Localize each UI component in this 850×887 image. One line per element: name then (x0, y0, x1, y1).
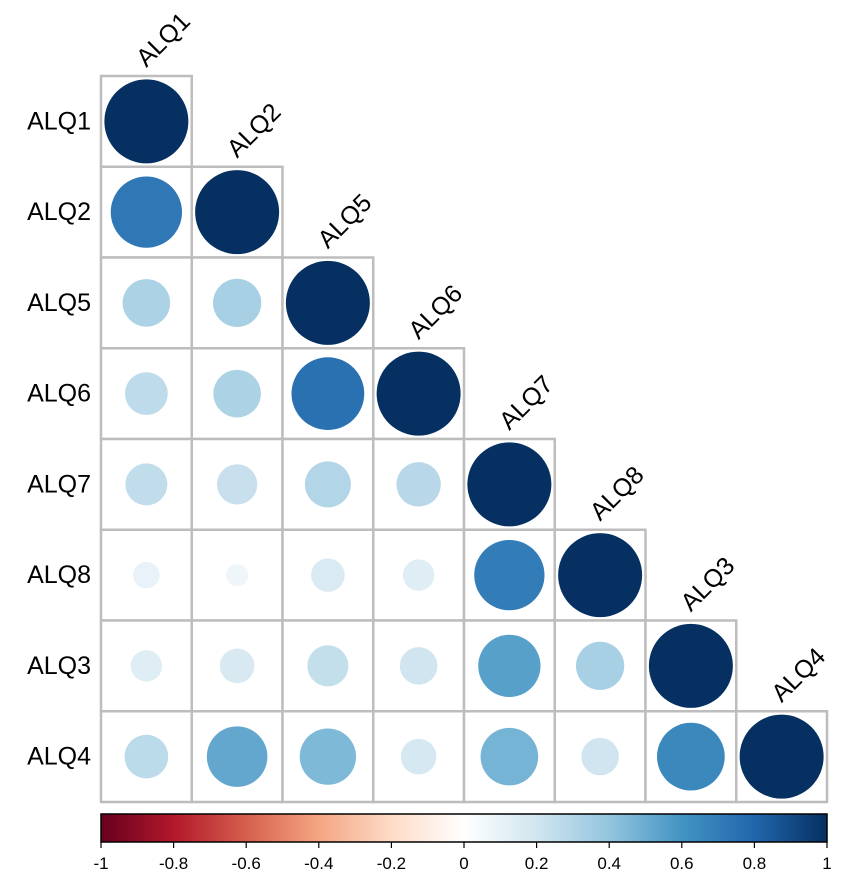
corr-circle-ALQ7-ALQ2 (216, 464, 258, 505)
corr-circle-ALQ3-ALQ1 (130, 650, 163, 682)
corr-circle-ALQ7-ALQ6 (396, 462, 441, 507)
corr-circle-ALQ4-ALQ2 (206, 726, 268, 787)
colorbar-tick-label--1: -1 (93, 854, 108, 873)
corr-circle-ALQ3-ALQ7 (478, 634, 541, 698)
corr-circle-ALQ5-ALQ5 (285, 260, 370, 345)
corr-circle-ALQ4-ALQ7 (480, 727, 539, 786)
corr-circle-ALQ8-ALQ7 (474, 539, 545, 611)
column-label-ALQ8: ALQ8 (585, 461, 650, 526)
column-label-ALQ1: ALQ1 (131, 7, 196, 72)
colorbar-tick-label-0: 0 (459, 854, 468, 873)
row-label-ALQ4: ALQ4 (27, 743, 91, 771)
colorbar-tick-label-0.6: 0.6 (670, 854, 694, 873)
colorbar-ticks: -1 -0.8 -0.6 -0.4 -0.2 0 0.2 0.4 0.6 0.8 1 (93, 842, 832, 873)
column-label-ALQ7: ALQ7 (494, 370, 559, 435)
corr-circle-ALQ4-ALQ3 (657, 722, 725, 791)
circles-layer (104, 79, 824, 799)
corr-circle-ALQ8-ALQ5 (311, 558, 345, 592)
corr-circle-ALQ6-ALQ5 (291, 357, 365, 430)
cell-ALQ6-ALQ2 (190, 347, 284, 441)
corr-circle-ALQ4-ALQ1 (124, 734, 169, 779)
corr-circle-ALQ3-ALQ2 (219, 648, 255, 684)
row-label-ALQ1: ALQ1 (27, 107, 91, 135)
corr-circle-ALQ7-ALQ1 (125, 463, 168, 506)
corr-circle-ALQ4-ALQ6 (400, 738, 437, 775)
corr-circle-ALQ8-ALQ8 (558, 533, 643, 618)
column-label-ALQ2: ALQ2 (222, 98, 287, 163)
corr-circle-ALQ4-ALQ5 (299, 728, 357, 785)
corr-circle-ALQ5-ALQ2 (212, 278, 262, 328)
column-label-ALQ3: ALQ3 (675, 552, 740, 617)
row-label-ALQ3: ALQ3 (27, 652, 91, 680)
row-label-ALQ8: ALQ8 (27, 561, 91, 589)
row-label-ALQ5: ALQ5 (27, 289, 91, 317)
colorbar-tick-label-0.4: 0.4 (597, 854, 621, 873)
colorbar-gradient (101, 814, 827, 842)
corr-circle-ALQ8-ALQ2 (226, 564, 249, 587)
cell-ALQ7-ALQ6 (372, 437, 466, 531)
colorbar-tick-label--0.8: -0.8 (159, 854, 188, 873)
row-label-ALQ7: ALQ7 (27, 470, 91, 498)
corr-circle-ALQ4-ALQ8 (581, 737, 619, 776)
corr-circle-ALQ4-ALQ4 (739, 714, 824, 799)
corr-circle-ALQ6-ALQ2 (213, 369, 261, 418)
corr-circle-ALQ3-ALQ8 (575, 641, 625, 691)
corr-circle-ALQ6-ALQ6 (376, 351, 461, 436)
colorbar-legend: -1 -0.8 -0.6 -0.4 -0.2 0 0.2 0.4 0.6 0.8 1 (93, 813, 832, 873)
corr-circle-ALQ8-ALQ6 (402, 559, 435, 591)
corr-circle-ALQ3-ALQ3 (648, 623, 733, 708)
corr-circle-ALQ3-ALQ6 (399, 647, 438, 685)
corr-circle-ALQ1-ALQ1 (104, 79, 189, 164)
corr-circle-ALQ2-ALQ1 (110, 176, 183, 248)
cell-ALQ3-ALQ1 (99, 619, 193, 713)
row-label-ALQ6: ALQ6 (27, 380, 91, 408)
corr-circle-ALQ3-ALQ5 (307, 645, 349, 687)
row-labels: ALQ1 ALQ2 ALQ5 ALQ6 ALQ7 ALQ8 ALQ3 ALQ4 (27, 107, 91, 770)
colorbar-tick-label-0.2: 0.2 (525, 854, 549, 873)
column-label-ALQ5: ALQ5 (312, 189, 377, 254)
colorbar-tick-label--0.4: -0.4 (304, 854, 333, 873)
column-label-ALQ4: ALQ4 (766, 642, 831, 707)
corr-circle-ALQ8-ALQ1 (133, 561, 160, 589)
column-label-ALQ6: ALQ6 (403, 279, 468, 344)
colorbar-tick-label--0.6: -0.6 (232, 854, 261, 873)
corr-circle-ALQ2-ALQ2 (195, 170, 280, 255)
colorbar-tick-label--0.2: -0.2 (377, 854, 406, 873)
corr-circle-ALQ7-ALQ7 (467, 442, 552, 527)
corr-circle-ALQ5-ALQ1 (122, 279, 171, 327)
row-label-ALQ2: ALQ2 (27, 198, 91, 226)
corr-circle-ALQ7-ALQ5 (304, 461, 351, 508)
corr-circle-ALQ6-ALQ1 (124, 372, 168, 416)
colorbar-tick-label-1: 1 (822, 854, 831, 873)
colorbar-tick-label-0.8: 0.8 (743, 854, 767, 873)
